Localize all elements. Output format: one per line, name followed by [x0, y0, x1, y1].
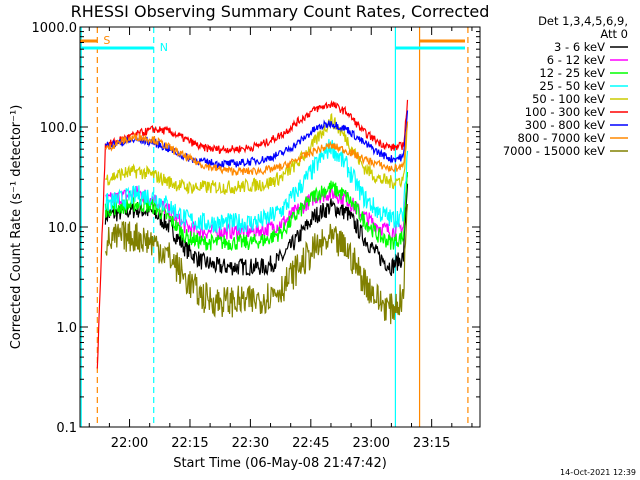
- plot-area: SN: [80, 27, 469, 427]
- series-line: [96, 99, 409, 369]
- x-axis-label: Start Time (06-May-08 21:47:42): [173, 456, 387, 471]
- x-tick-label: 22:00: [111, 436, 148, 451]
- x-tick-label: 22:15: [171, 436, 208, 451]
- chart-title: RHESSI Observing Summary Count Rates, Co…: [71, 2, 490, 21]
- legend-entry-label: 7000 - 15000 keV: [503, 144, 605, 158]
- y-tick-label: 0.1: [56, 421, 77, 436]
- legend-entry-label: 100 - 300 keV: [525, 105, 605, 119]
- y-tick-label: 1.0: [56, 321, 77, 336]
- legend-entry-label: 25 - 50 keV: [539, 79, 605, 93]
- legend-entry-label: 12 - 25 keV: [539, 66, 605, 80]
- legend-header: Att 0: [600, 27, 628, 41]
- y-tick-label: 10.0: [48, 221, 77, 236]
- y-axis: 0.1 1.0 10.0 100.0 1000.0: [32, 21, 480, 436]
- flag-s-label: S: [103, 34, 110, 47]
- series-line: [104, 172, 409, 252]
- flag-n-label: N: [160, 41, 168, 54]
- series-line: [104, 110, 409, 169]
- x-axis: 22:00 22:15 22:30 22:45 23:00 23:15: [88, 27, 473, 451]
- x-tick-label: 22:30: [232, 436, 269, 451]
- series-line: [104, 203, 409, 325]
- legend-entry-label: 300 - 800 keV: [525, 118, 605, 132]
- y-axis-label: Corrected Count Rate (s⁻¹ detector⁻¹): [9, 105, 24, 350]
- legend-header: Det 1,3,4,5,6,9,: [538, 14, 628, 28]
- legend-entry-label: 50 - 100 keV: [532, 92, 605, 106]
- series-line: [104, 121, 409, 176]
- legend-entry-label: 6 - 12 keV: [547, 53, 605, 67]
- x-tick-label: 22:45: [292, 436, 329, 451]
- x-tick-label: 23:00: [353, 436, 390, 451]
- y-tick-label: 100.0: [40, 121, 77, 136]
- series-line: [104, 139, 409, 233]
- y-tick-label: 1000.0: [32, 21, 78, 36]
- footer-timestamp: 14-Oct-2021 12:39: [560, 468, 636, 477]
- legend-entry-label: 800 - 7000 keV: [517, 131, 605, 145]
- legend-entry-label: 3 - 6 keV: [554, 40, 605, 54]
- x-tick-label: 23:15: [413, 436, 450, 451]
- series-line: [104, 183, 409, 277]
